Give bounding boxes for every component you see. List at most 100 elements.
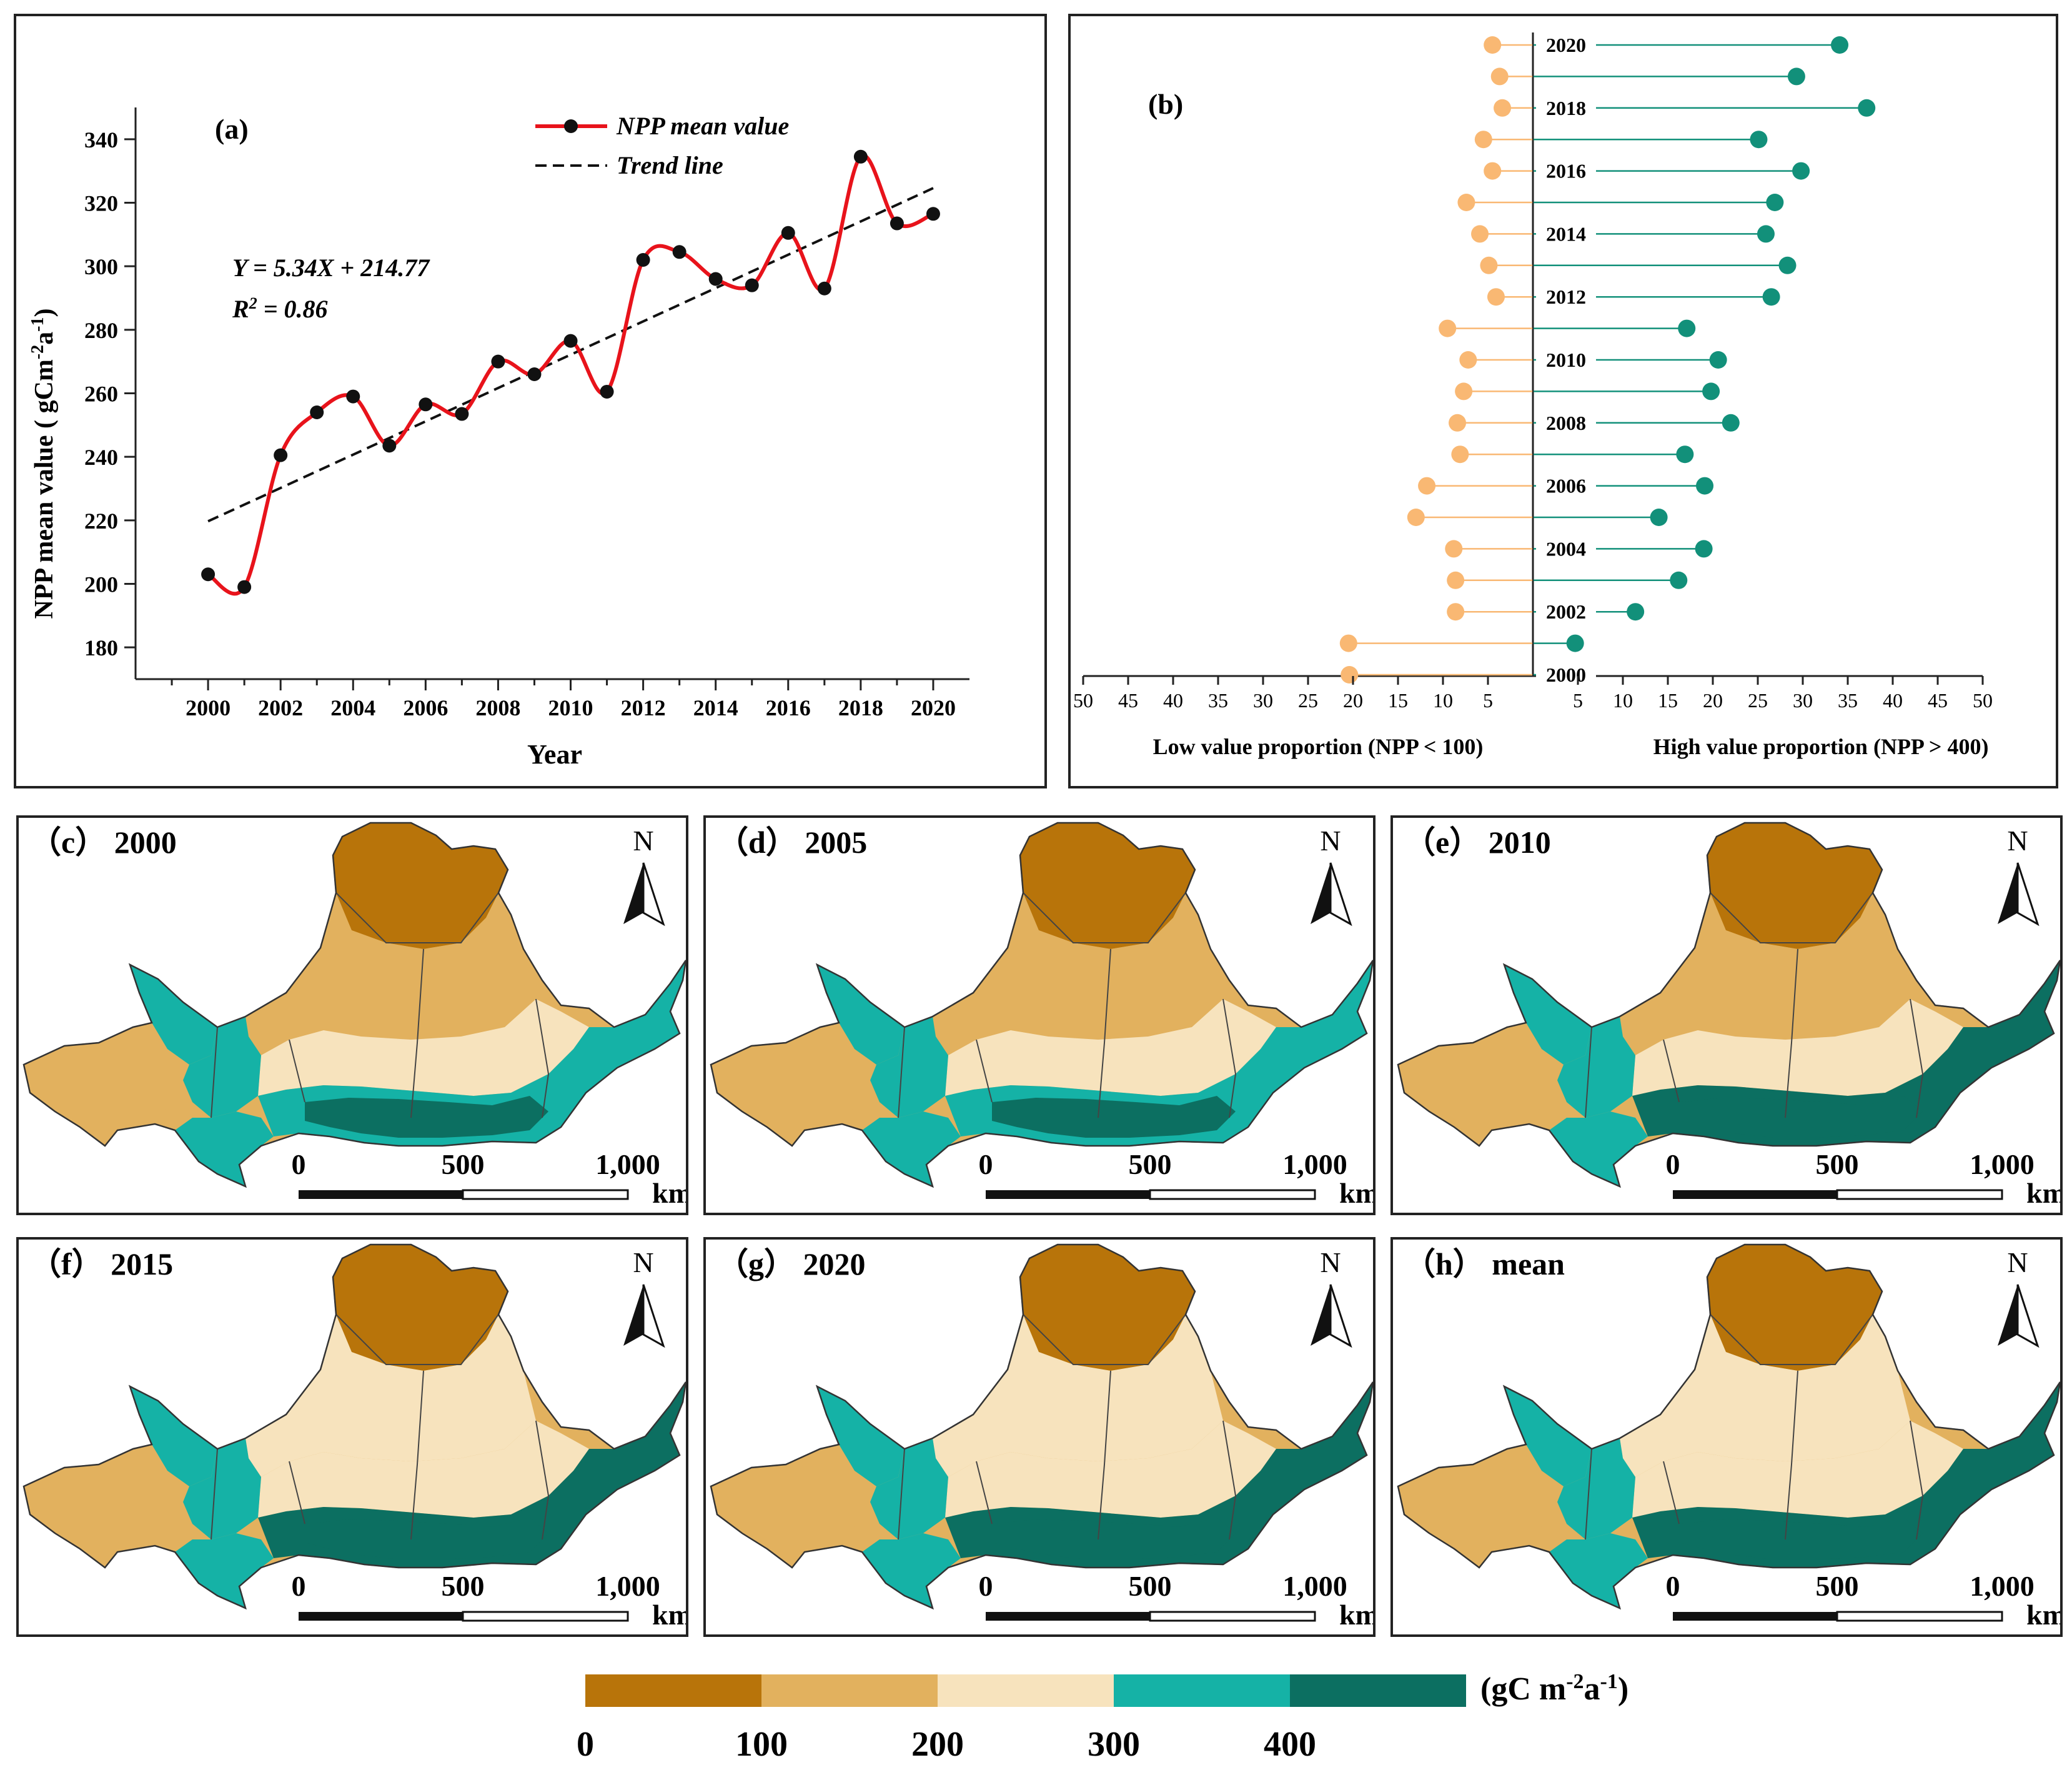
- low-marker: [1439, 319, 1457, 337]
- high-marker: [1792, 162, 1810, 180]
- basin-map: [22, 1243, 686, 1610]
- scale-tick-label: 0: [292, 1148, 306, 1180]
- year-label-bg: [1536, 283, 1596, 311]
- x-tick-label: 2016: [766, 695, 811, 720]
- region-desert-north: [1020, 823, 1195, 949]
- basin-border: [22, 1243, 686, 1610]
- province-border: [1910, 998, 1924, 1118]
- basin-border: [22, 822, 686, 1188]
- region-northwest: [1504, 1386, 1592, 1486]
- region-forest-south: [1679, 1518, 1923, 1559]
- scale-bar-white: [1149, 1189, 1316, 1200]
- north-label: N: [633, 825, 653, 857]
- province-border: [1663, 1039, 1680, 1103]
- npp-line: [207, 153, 934, 596]
- province-border: [898, 1027, 905, 1118]
- scale-unit: km: [2026, 1599, 2063, 1631]
- panel-a-frame: [14, 14, 1047, 788]
- unit-main: (gC m: [1480, 1671, 1566, 1707]
- region-west-green: [1557, 1017, 1635, 1118]
- province-border: [535, 1420, 550, 1540]
- north-arrow-outline-icon: [2016, 1284, 2040, 1348]
- region-desert-north: [1020, 1245, 1195, 1371]
- high-marker: [1766, 194, 1784, 211]
- region-plateau: [933, 1315, 1223, 1477]
- low-marker: [1487, 288, 1505, 306]
- unit-sup2: -1: [1600, 1670, 1618, 1693]
- x-tick-label: 20: [1343, 689, 1363, 712]
- npp-point: [926, 207, 940, 221]
- npp-point: [781, 226, 795, 240]
- scale-tick-label: 500: [1816, 1570, 1859, 1602]
- y-label-main: NPP mean value ( gCm: [30, 359, 59, 619]
- low-marker: [1447, 571, 1465, 589]
- year-label-bg: [1536, 220, 1596, 248]
- x-axis-label: Year: [527, 739, 582, 770]
- north-arrow-icon: [623, 863, 643, 924]
- y-tick-label: 260: [84, 382, 118, 407]
- map-panel: （f） 2015 N 0 500 1,000 km: [16, 1237, 688, 1637]
- x-tick-label: 2010: [548, 695, 593, 720]
- unit-end: ): [1618, 1671, 1628, 1707]
- x-tick-label: 25: [1298, 689, 1318, 712]
- low-marker: [1418, 477, 1436, 495]
- npp-point: [890, 216, 904, 231]
- high-marker: [1696, 477, 1714, 495]
- y-tick-label: 240: [84, 445, 118, 470]
- region-southwest: [24, 1444, 174, 1568]
- scale-bar-white: [462, 1611, 629, 1622]
- npp-point: [455, 407, 469, 421]
- x-tick-label: 50: [1973, 689, 1993, 712]
- legend: NPP mean value Trend line: [535, 112, 789, 179]
- colorbar-box: [1114, 1674, 1290, 1707]
- low-marker: [1474, 131, 1492, 149]
- colorbar-tick-label: 0: [577, 1725, 594, 1764]
- low-marker: [1339, 634, 1357, 652]
- region-west-green: [1557, 1438, 1635, 1539]
- province-border: [1222, 1420, 1237, 1540]
- scale-unit: km: [1339, 1177, 1376, 1209]
- x-tick-label: 20: [1703, 689, 1723, 712]
- year-label: 2012: [1546, 286, 1586, 308]
- north-arrow-outline-icon: [1329, 1284, 1352, 1348]
- basin-map: [710, 822, 1373, 1188]
- x-tick-label: 2000: [186, 695, 230, 720]
- basin-border: [1397, 822, 2060, 1188]
- high-marker: [1757, 225, 1775, 243]
- year-label: 2016: [1546, 160, 1586, 182]
- province-border: [1710, 1314, 1873, 1365]
- colorbar-box: [938, 1674, 1114, 1707]
- scale-tick-label: 1,000: [595, 1148, 660, 1180]
- npp-point: [274, 448, 288, 462]
- colorbar-box: [1290, 1674, 1466, 1707]
- npp-point: [672, 245, 687, 259]
- province-border: [1710, 892, 1873, 943]
- y-label-mid: a: [30, 332, 59, 345]
- colorbar-legend: 0 100 200 300 400 (gC m-2a-1): [577, 1670, 1628, 1764]
- x-tick-label: 30: [1253, 689, 1273, 712]
- region-transition: [945, 999, 1276, 1096]
- legend-label-npp: NPP mean value: [616, 112, 789, 140]
- x-axis-label-low: Low value proportion (NPP < 100): [1153, 734, 1484, 759]
- npp-point: [419, 397, 433, 412]
- region-southwest-green: [862, 1111, 961, 1186]
- r-squared: R2 = 0.86: [232, 294, 327, 324]
- basin-map: [710, 1243, 1373, 1610]
- scale-bar-black: [1673, 1612, 1837, 1621]
- colorbar-unit: (gC m-2a-1): [1480, 1670, 1628, 1708]
- npp-point: [563, 334, 578, 348]
- npp-point: [237, 580, 252, 594]
- x-tick-label: 40: [1883, 689, 1903, 712]
- north-arrow-outline-icon: [642, 1284, 665, 1348]
- region-transition: [1632, 1421, 1963, 1518]
- low-marker: [1484, 162, 1502, 180]
- region-southwest-green: [1549, 1111, 1648, 1186]
- x-tick-label: 25: [1748, 689, 1768, 712]
- region-plateau: [933, 893, 1223, 1055]
- colorbar-tick-label: 200: [911, 1725, 964, 1764]
- low-marker: [1471, 225, 1489, 243]
